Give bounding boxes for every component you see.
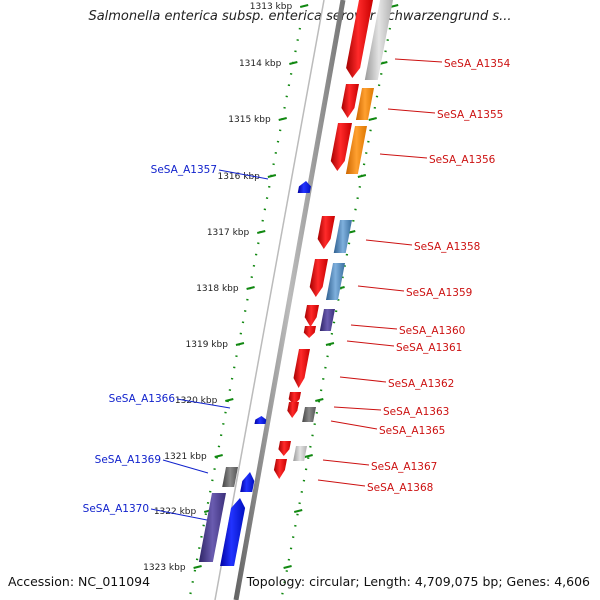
gene-feature-sesa-a1365 bbox=[287, 402, 299, 418]
map-title: Salmonella enterica subsp. enterica sero… bbox=[88, 9, 512, 24]
label-leader-line bbox=[357, 285, 405, 292]
tick-label: 1317 kbp bbox=[207, 228, 250, 238]
tick-label: 1313 kbp bbox=[250, 2, 293, 12]
gene-label-sesa-a1357: SeSA_A1357 bbox=[151, 164, 217, 176]
gene-feature-sesa-a1359 bbox=[309, 259, 328, 297]
tick-mark-outer bbox=[357, 174, 367, 178]
tick-mark bbox=[278, 117, 287, 121]
gene-label-sesa-a1365: SeSA_A1365 bbox=[379, 425, 445, 437]
backbone bbox=[214, 0, 346, 600]
label-leader-line bbox=[387, 108, 436, 114]
tick-label: 1318 kbp bbox=[196, 284, 239, 294]
cog-bar-sesa-a1358 bbox=[333, 220, 352, 253]
tick-mark bbox=[299, 4, 309, 8]
gene-label-sesa-a1361: SeSA_A1361 bbox=[396, 342, 462, 354]
label-leader-line bbox=[322, 459, 370, 466]
gene-feature-sesa-a1369 bbox=[240, 472, 255, 492]
cog-bar-sesa-a1367 bbox=[293, 446, 307, 461]
cog-bar-sesa-a1359 bbox=[325, 263, 345, 300]
tick-mark-outer bbox=[304, 454, 313, 458]
gene-feature-sesa-a1355 bbox=[341, 84, 359, 118]
gene-label-sesa-a1369: SeSA_A1369 bbox=[95, 454, 161, 466]
gene-label-sesa-a1355: SeSA_A1355 bbox=[437, 109, 503, 121]
gene-label-sesa-a1368: SeSA_A1368 bbox=[367, 482, 433, 494]
tick-label: 1322 kbp bbox=[154, 507, 197, 517]
accession-text: Accession: NC_011094 bbox=[8, 574, 151, 589]
gene-feature-sesa-a1361 bbox=[303, 326, 316, 338]
label-leader-line bbox=[350, 324, 398, 330]
cog-bar-sesa-a1356 bbox=[345, 126, 367, 174]
gene-feature-sesa-a1367 bbox=[278, 441, 291, 456]
tick-label: 1316 kbp bbox=[217, 172, 260, 182]
tick-label: 1315 kbp bbox=[228, 115, 271, 125]
tick-mark bbox=[214, 454, 223, 458]
label-leader-line bbox=[330, 420, 378, 430]
gene-feature-sesa-a1363 bbox=[288, 392, 301, 405]
label-leader-line bbox=[150, 508, 208, 521]
tick-mark-outer bbox=[368, 117, 377, 121]
label-leader-line bbox=[162, 459, 209, 474]
gene-feature-sesa-a1358 bbox=[317, 216, 335, 249]
gene-feature-sesa-a1366 bbox=[254, 416, 267, 424]
cog-bar-sesa-a1369 bbox=[222, 467, 238, 487]
cog-bar-sesa-a1355 bbox=[355, 88, 374, 120]
tick-label: 1319 kbp bbox=[186, 340, 229, 350]
cog-bar-sesa-a1365 bbox=[302, 407, 316, 422]
label-leader-line bbox=[317, 479, 366, 487]
gene-feature-sesa-a1356 bbox=[330, 123, 352, 171]
tick-mark-outer bbox=[315, 398, 324, 402]
tick-mark bbox=[225, 398, 234, 402]
backbone-inner-line bbox=[214, 0, 325, 600]
gene-feature-sesa-a1368 bbox=[273, 459, 287, 479]
tick-mark bbox=[246, 286, 255, 290]
tick-label: 1314 kbp bbox=[239, 59, 282, 69]
gene-label-sesa-a1363: SeSA_A1363 bbox=[383, 406, 449, 418]
label-leader-line bbox=[379, 153, 428, 159]
cog-bar-sesa-a1370 bbox=[198, 493, 226, 562]
gene-feature-sesa-a1357 bbox=[297, 181, 311, 193]
gene-feature-sesa-a1360 bbox=[304, 305, 319, 327]
tick-label: 1323 kbp bbox=[143, 563, 186, 573]
tick-marks: 1313 kbp 1314 kbp 1315 kbp 1316 kbp 1317 kbp… bbox=[143, 2, 399, 573]
label-leader-line bbox=[394, 58, 443, 63]
cog-bar-sesa-a1354 bbox=[364, 0, 393, 80]
gene-label-sesa-a1359: SeSA_A1359 bbox=[406, 287, 472, 299]
gene-label-sesa-a1356: SeSA_A1356 bbox=[429, 154, 496, 166]
gene-label-sesa-a1358: SeSA_A1358 bbox=[414, 241, 480, 253]
label-leader-line bbox=[346, 340, 395, 347]
tick-label: 1320 kbp bbox=[175, 396, 218, 406]
label-leader-line bbox=[218, 169, 269, 180]
tick-mark bbox=[267, 174, 277, 178]
tick-mark-outer bbox=[283, 565, 292, 569]
gene-label-sesa-a1366: SeSA_A1366 bbox=[109, 393, 176, 405]
gene-feature-sesa-a1362 bbox=[293, 349, 310, 388]
label-leader-line bbox=[339, 376, 387, 383]
gene-label-sesa-a1354: SeSA_A1354 bbox=[444, 58, 511, 70]
tick-mark bbox=[193, 565, 202, 569]
cog-bar-sesa-a1360 bbox=[319, 309, 335, 331]
label-leader-line bbox=[333, 406, 382, 411]
label-leader-line bbox=[176, 398, 231, 409]
gene-label-sesa-a1370: SeSA_A1370 bbox=[83, 503, 149, 515]
gene-labels: SeSA_A1354 SeSA_A1355 SeSA_A1356 SeSA_A1358… bbox=[83, 58, 511, 521]
tick-mark-outer bbox=[293, 509, 303, 513]
tick-mark bbox=[256, 230, 266, 234]
gene-label-sesa-a1367: SeSA_A1367 bbox=[371, 461, 437, 473]
backbone-line bbox=[233, 0, 346, 600]
label-leader-line bbox=[365, 239, 413, 246]
gene-feature-sesa-a1354 bbox=[346, 0, 373, 78]
topology-text: Topology: circular; Length: 4,709,075 bp… bbox=[246, 574, 590, 589]
gene-features bbox=[198, 0, 393, 566]
tick-mark bbox=[235, 342, 245, 346]
tick-mark-outer bbox=[325, 342, 335, 346]
gene-feature-sesa-a1370 bbox=[220, 498, 246, 566]
gene-label-sesa-a1362: SeSA_A1362 bbox=[388, 378, 454, 390]
tick-mark bbox=[289, 61, 298, 65]
tick-label: 1321 kbp bbox=[164, 452, 207, 462]
gene-label-sesa-a1360: SeSA_A1360 bbox=[399, 325, 465, 337]
